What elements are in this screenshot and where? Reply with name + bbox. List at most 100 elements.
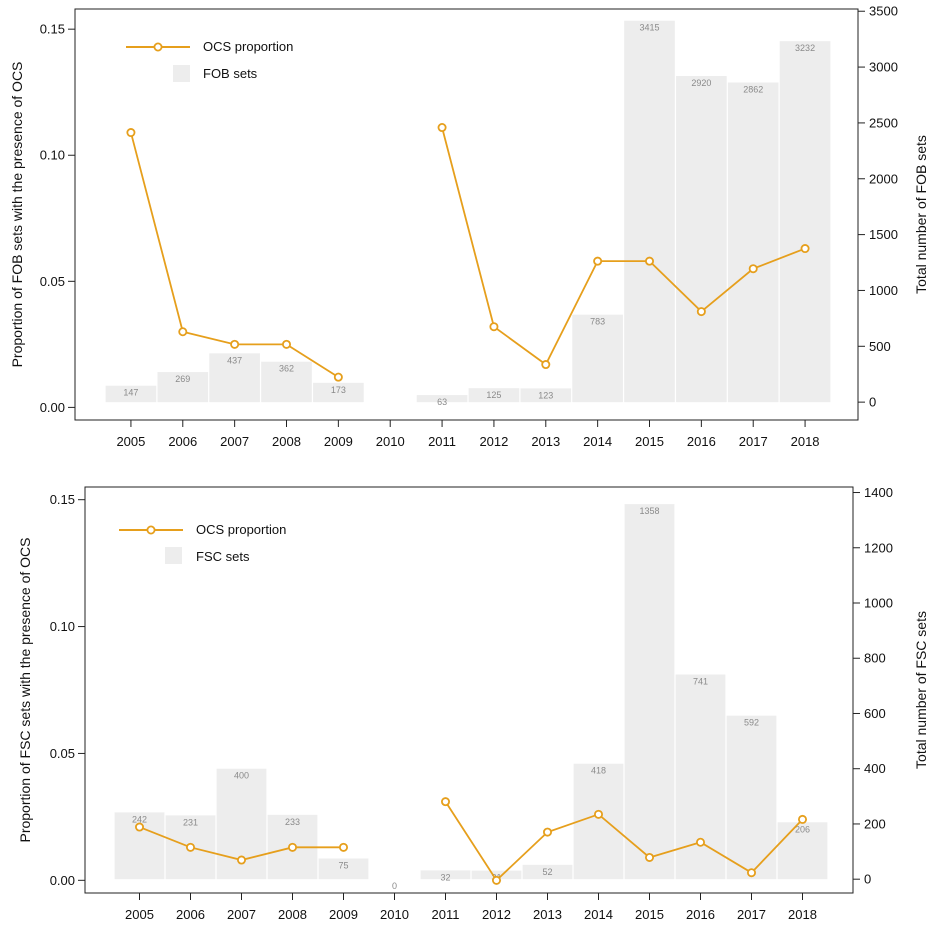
left-y-tick-label: 0.05 [50, 746, 75, 761]
fsc-chart-panel: 2422314002337503231524181358741592206 20… [17, 485, 929, 922]
bar-value-label: 418 [591, 766, 606, 776]
right-y-tick-label: 800 [864, 651, 886, 666]
x-tick-label: 2017 [737, 907, 766, 922]
legend-bar-label: FOB sets [203, 66, 258, 81]
ocs-point-2009 [338, 842, 348, 852]
bar-2009 [318, 858, 369, 880]
bar-value-label: 2920 [691, 78, 711, 88]
x-tick-label: 2006 [168, 434, 197, 449]
bar-value-label: 362 [279, 364, 294, 374]
x-tick-label: 2005 [125, 907, 154, 922]
legend-bar-swatch [173, 65, 190, 82]
bar-value-label: 52 [542, 867, 552, 877]
bar-2012 [468, 388, 520, 403]
x-tick-label: 2018 [788, 907, 817, 922]
right-axis-label: Total number of FSC sets [913, 611, 929, 769]
ocs-point-2018 [798, 814, 808, 824]
bar-value-label: 147 [123, 388, 138, 398]
bar-2011 [416, 395, 468, 403]
bar-value-label: 206 [795, 824, 810, 834]
legend-point-swatch [153, 42, 163, 52]
bar-2012 [471, 870, 522, 880]
ocs-point-2008 [287, 842, 297, 852]
x-tick-label: 2015 [635, 434, 664, 449]
ocs-line-segment-2 [441, 127, 806, 366]
bar-2017 [726, 715, 777, 880]
bar-value-label: 437 [227, 355, 242, 365]
ocs-point-2013 [543, 827, 553, 837]
ocs-point-2017 [747, 868, 757, 878]
right-y-tick-label: 200 [864, 816, 886, 831]
right-y-tick-label: 400 [864, 761, 886, 776]
bar-value-label: 1358 [639, 506, 659, 516]
ocs-line-segment-2 [444, 801, 804, 882]
legend-bar-label: FSC sets [196, 549, 250, 564]
line-series [134, 797, 808, 885]
ocs-point-2015 [645, 852, 655, 862]
bar-series: 147 269 437 362 173 63 125 123 783 3415 2920 2862 32… [105, 20, 831, 407]
bar-2014 [572, 314, 623, 403]
ocs-point-2005 [126, 128, 136, 138]
bar-value-label: 783 [590, 317, 605, 327]
x-tick-label: 2005 [116, 434, 145, 449]
legend: OCS proportion FSC sets [119, 522, 286, 564]
ocs-point-2006 [178, 327, 188, 337]
right-y-tick-label: 1400 [864, 485, 893, 500]
bar-value-label: 125 [486, 390, 501, 400]
x-tick-label: 2011 [432, 907, 460, 922]
bar-2016 [675, 674, 726, 880]
right-y-tick-label: 1000 [869, 283, 898, 298]
bar-value-label: 123 [538, 390, 553, 400]
ocs-point-2012 [489, 322, 499, 332]
ocs-point-2016 [696, 837, 706, 847]
bar-value-label: 173 [331, 385, 346, 395]
ocs-point-2013 [541, 360, 551, 370]
right-y-tick-label: 3000 [869, 60, 898, 75]
bar-value-label: 231 [183, 817, 198, 827]
right-y-tick-label: 1500 [869, 227, 898, 242]
right-y-tick-label: 0 [864, 872, 871, 887]
x-tick-label: 2012 [479, 434, 508, 449]
bar-2017 [727, 82, 779, 403]
left-axis-label: Proportion of FSC sets with the presence… [17, 537, 33, 842]
ocs-point-2017 [748, 264, 758, 274]
bar-2018 [779, 41, 831, 403]
x-tick-label: 2013 [531, 434, 560, 449]
left-y-tick-label: 0.15 [40, 22, 65, 37]
axes: 2005 2006 2007 2008 2009 2010 2011 2012 2013 2014… [50, 485, 893, 922]
bar-2013 [520, 388, 572, 403]
right-y-tick-label: 2000 [869, 171, 898, 186]
bar-2009 [313, 382, 364, 403]
right-y-tick-label: 1200 [864, 540, 893, 555]
legend-bar-swatch [165, 547, 182, 564]
fob-chart-panel: 147 269 437 362 173 63 125 123 783 3415 2920 2862 32… [9, 4, 929, 449]
ocs-point-2018 [800, 244, 810, 254]
x-tick-label: 2018 [791, 434, 820, 449]
ocs-point-2007 [236, 855, 246, 865]
bar-value-label: 3415 [639, 23, 659, 33]
left-y-tick-label: 0.15 [50, 492, 75, 507]
x-tick-label: 2008 [272, 434, 301, 449]
bar-value-label: 3232 [795, 43, 815, 53]
bar-value-label: 242 [132, 814, 147, 824]
right-y-tick-label: 0 [869, 395, 876, 410]
bar-value-label: 592 [744, 718, 759, 728]
x-tick-label: 2014 [584, 907, 613, 922]
ocs-point-2005 [134, 822, 144, 832]
line-series [126, 123, 810, 382]
right-y-tick-label: 500 [869, 339, 891, 354]
legend-point-swatch [146, 525, 156, 535]
axes: 2005 2006 2007 2008 2009 2010 2011 2012 2013 2014… [40, 4, 898, 449]
ocs-point-2015 [645, 256, 655, 266]
ocs-point-2007 [230, 339, 240, 349]
legend: OCS proportion FOB sets [126, 39, 293, 82]
x-tick-label: 2011 [428, 434, 456, 449]
ocs-point-2014 [593, 256, 603, 266]
left-y-tick-label: 0.10 [50, 619, 75, 634]
bar-2016 [676, 76, 727, 403]
x-tick-label: 2012 [482, 907, 511, 922]
x-tick-label: 2008 [278, 907, 307, 922]
bar-value-label: 75 [338, 860, 348, 870]
bar-2015 [624, 504, 675, 880]
